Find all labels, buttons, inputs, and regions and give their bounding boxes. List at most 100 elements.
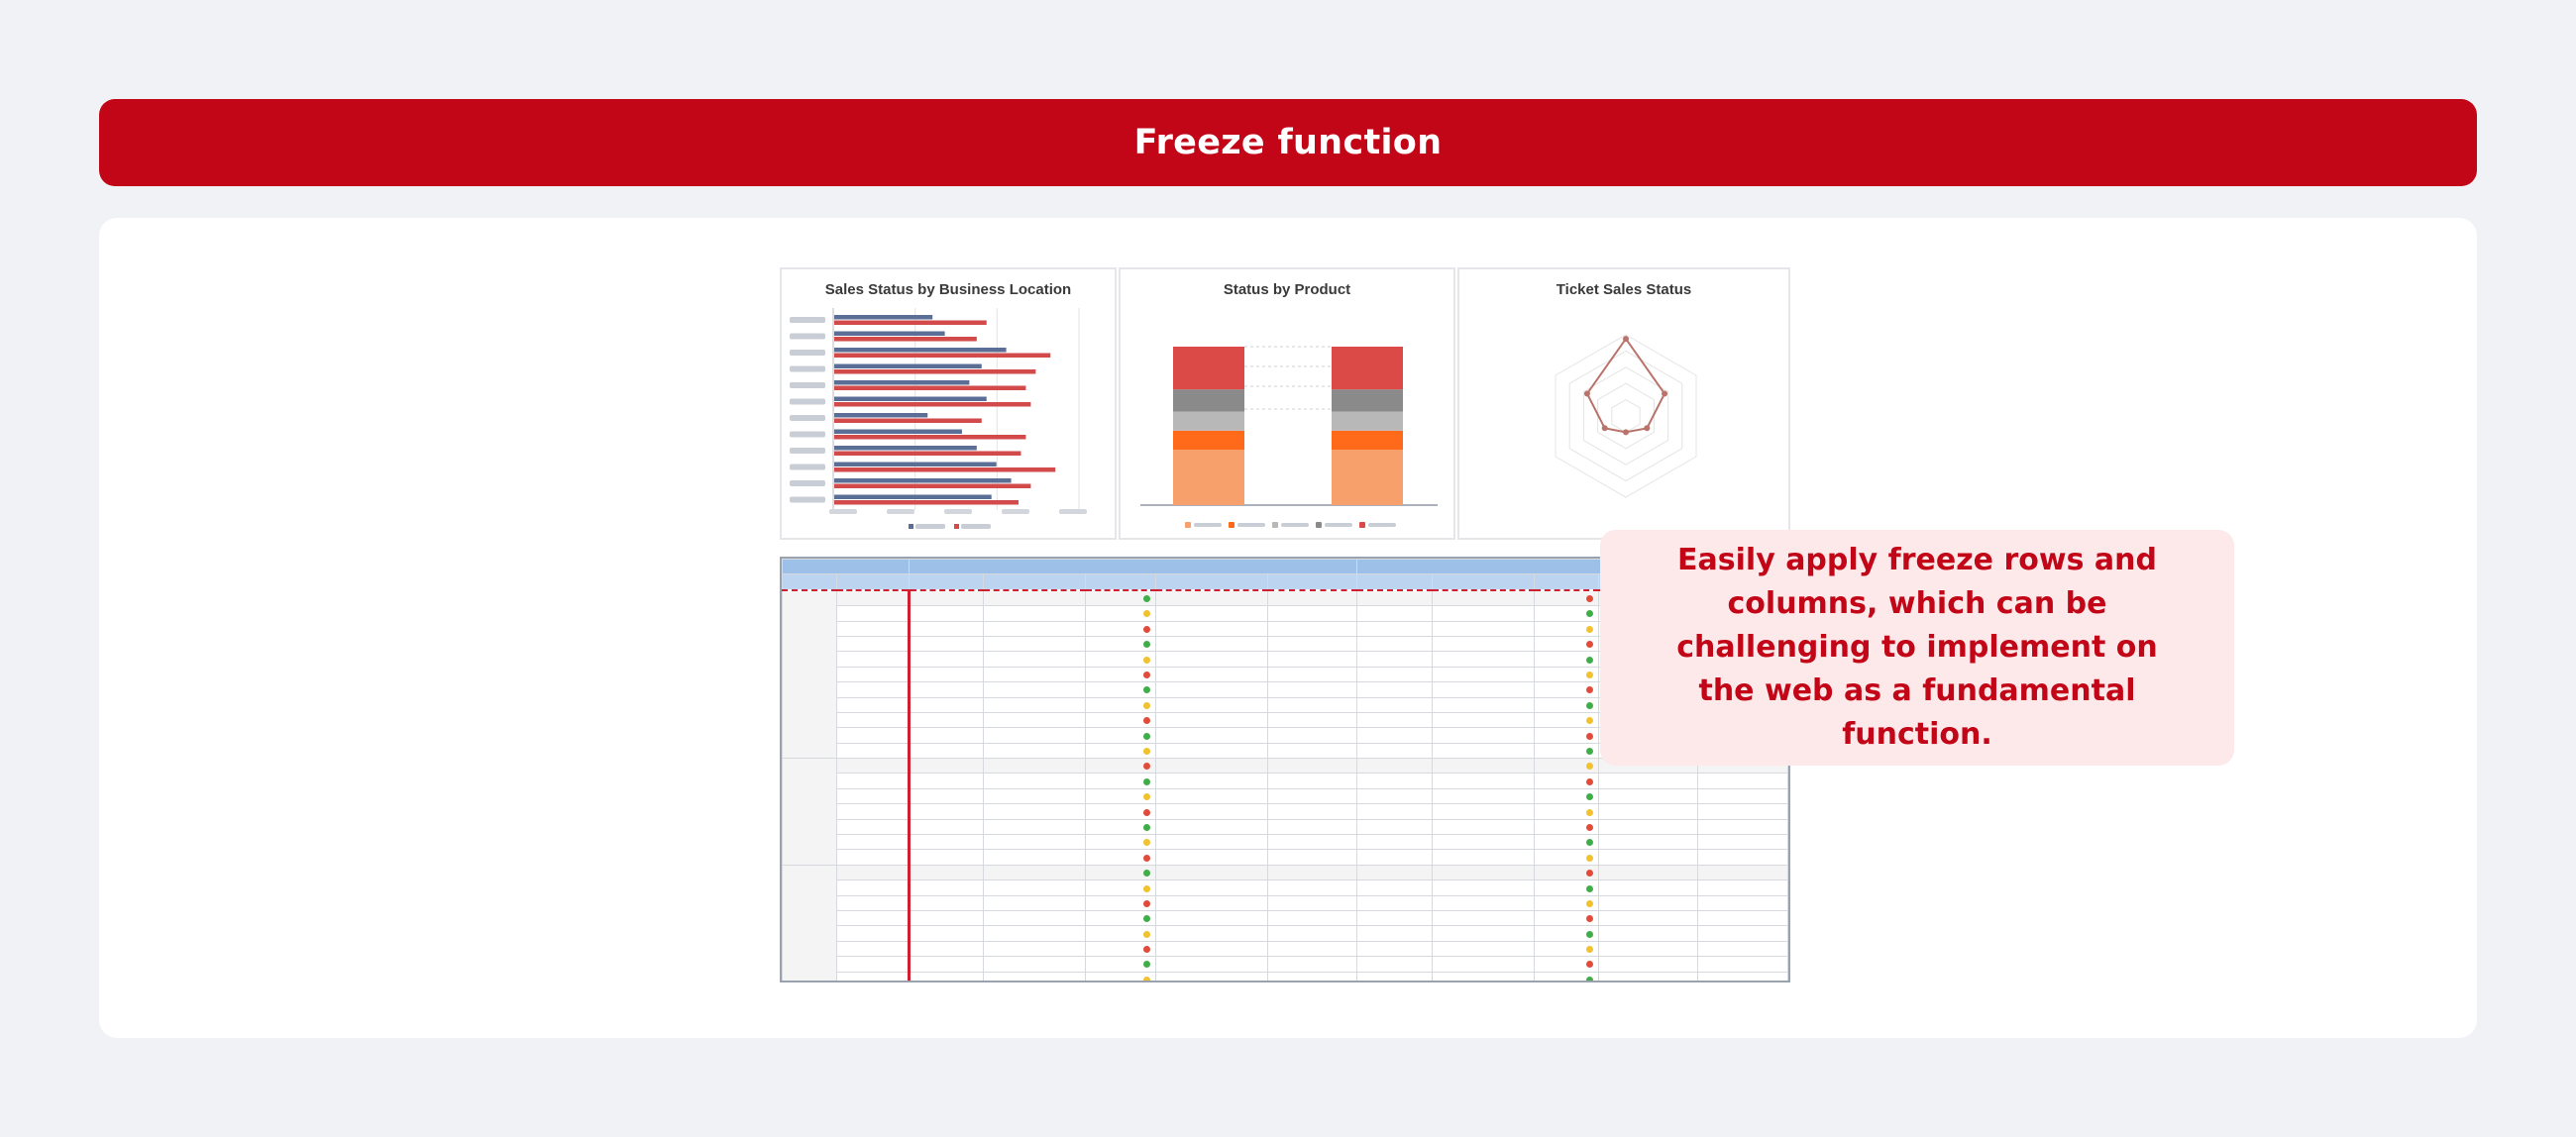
table-row[interactable] [783,818,1788,836]
data-cell [1533,651,1599,668]
legend-label-0 [915,524,945,529]
legend-swatch-0 [1185,522,1191,528]
data-cell [1533,681,1599,698]
data-cell [1533,879,1599,896]
data-cell [1085,971,1156,981]
data-cell [1266,758,1358,775]
data-cell [1356,681,1433,698]
table-row[interactable] [783,787,1788,805]
x-tick-3 [1002,509,1029,514]
data-cell [1154,605,1268,622]
data-cell [1356,803,1433,820]
stack-segment-1-3 [1173,389,1244,412]
stack-segment-2-1 [1332,430,1403,450]
table-row[interactable] [783,909,1788,927]
table-row[interactable] [782,864,1788,981]
data-cell [1266,834,1358,851]
data-cell [1431,666,1535,683]
stack-segment-1-2 [1173,411,1244,431]
data-cell [909,894,985,911]
data-cell [1431,956,1535,973]
category-label-11 [790,480,825,486]
data-cell [1431,758,1535,775]
data-cell [1533,925,1599,942]
data-cell [983,956,1087,973]
row-label-cell [836,879,912,896]
data-cell [1266,742,1358,760]
table-row[interactable] [783,803,1788,820]
bar-6-0 [834,396,987,401]
data-cell [1697,864,1788,881]
data-cell [1697,879,1788,896]
table-row[interactable] [783,925,1788,942]
data-cell [1266,620,1358,637]
data-cell [1356,620,1433,637]
data-cell [1085,940,1156,958]
bar-7-1 [834,418,982,423]
data-cell [1085,925,1156,942]
row-label-cell [836,834,912,851]
data-cell [1266,711,1358,729]
data-cell [1154,696,1268,713]
row-label-cell [836,696,912,713]
data-cell [1154,879,1268,896]
legend-label-1 [961,524,991,529]
data-cell [1154,758,1268,775]
data-cell [909,635,985,653]
data-cell [1533,711,1599,729]
row-label-cell [836,894,912,911]
chart-sales-by-location: Sales Status by Business Location [780,267,1117,540]
data-cell [1085,773,1156,789]
legend-label-2 [1281,523,1309,527]
table-row[interactable] [783,849,1788,866]
data-cell [1597,834,1699,851]
table-row[interactable] [783,956,1788,973]
legend-swatch-1 [954,524,959,529]
data-cell [983,894,1087,911]
data-cell [983,620,1087,637]
data-cell [1431,605,1535,622]
bar-9-0 [834,446,977,451]
row-label-cell [836,651,912,668]
stack-segment-1-0 [1173,450,1244,505]
data-cell [1085,711,1156,729]
data-cell [1597,818,1699,836]
data-cell [909,818,985,836]
data-cell [1085,681,1156,698]
table-row[interactable] [783,971,1788,981]
data-cell [1154,773,1268,789]
category-label-2 [790,333,825,340]
data-cell [1431,742,1535,760]
bar-10-1 [834,467,1056,472]
radar-ring-4 [1568,350,1683,482]
data-cell [909,620,985,637]
data-cell [909,956,985,973]
data-cell [1356,711,1433,729]
bar-2-0 [834,331,945,336]
data-cell [983,803,1087,820]
subheader-cell [782,573,838,591]
data-cell [983,864,1087,881]
stacked-bar-svg [1140,346,1438,528]
legend-swatch-4 [1359,522,1365,528]
table-row[interactable] [783,834,1788,851]
data-cell [1356,818,1433,836]
callout-text: Easily apply freeze rows and columns, wh… [1676,543,2158,752]
subheader-cell [1154,573,1268,591]
data-cell [1597,925,1699,942]
table-row[interactable] [783,773,1788,789]
data-cell [1597,773,1699,789]
table-row[interactable] [783,940,1788,958]
category-label-10 [790,464,825,470]
data-cell [1431,589,1535,607]
table-row[interactable] [783,894,1788,911]
header-cell [782,559,911,575]
radar-chart-svg [1555,334,1697,498]
row-label-cell [836,925,912,942]
bar-1-0 [834,315,933,320]
data-cell [1154,727,1268,744]
data-cell [1356,940,1433,958]
table-row[interactable] [783,879,1788,896]
bar-4-1 [834,369,1036,374]
data-cell [1431,787,1535,805]
